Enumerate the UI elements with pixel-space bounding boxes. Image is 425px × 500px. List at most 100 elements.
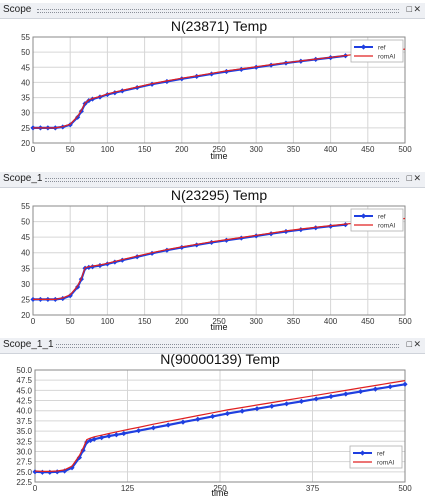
y-tick-label: 50.0	[16, 366, 32, 375]
y-tick-label: 35	[21, 94, 30, 103]
x-tick-label: 100	[101, 145, 115, 154]
legend-label: ref	[378, 44, 386, 51]
x-tick-label: 50	[66, 317, 75, 326]
chart-title: N(90000139) Temp	[160, 351, 280, 367]
legend-label: ref	[377, 450, 385, 457]
restore-icon[interactable]: □	[406, 4, 412, 14]
restore-icon[interactable]: □	[406, 173, 412, 183]
close-icon[interactable]: ✕	[413, 173, 421, 183]
legend: ref romAI	[349, 445, 403, 469]
x-tick-label: 150	[138, 145, 152, 154]
data-point-ref	[75, 114, 81, 120]
y-tick-label: 37.5	[16, 417, 32, 426]
data-point-ref	[298, 227, 304, 233]
close-icon[interactable]: ✕	[413, 339, 421, 349]
y-tick-label: 45	[21, 233, 30, 242]
y-tick-label: 40	[21, 78, 30, 87]
x-tick-label: 350	[287, 145, 301, 154]
titlebar-grip[interactable]	[56, 344, 399, 348]
series-line-romAI	[33, 217, 406, 301]
x-tick-label: 350	[287, 317, 301, 326]
close-icon[interactable]: ✕	[413, 4, 421, 14]
data-point-ref	[224, 410, 230, 417]
scope-panel-1: Scope □ ✕ N(23871) Temp 0 50 100 150 200 250 30…	[0, 3, 425, 161]
y-tick-label: 25.0	[16, 468, 32, 477]
scope-window-title: Scope_1_1	[3, 339, 54, 350]
y-tick-label: 55	[21, 202, 30, 211]
x-tick-label: 300	[250, 317, 264, 326]
x-axis-label: time	[210, 322, 227, 332]
data-point-ref	[254, 406, 260, 412]
y-tick-label: 45	[21, 63, 30, 72]
legend: ref romAI	[350, 39, 404, 63]
y-tick-label: 47.5	[16, 376, 32, 385]
scope-panel-2: Scope_1 □ ✕ N(23295) Temp 0 50 100 150 200 250…	[0, 172, 425, 332]
data-point-ref	[284, 401, 290, 407]
legend-marker-ref	[359, 450, 366, 456]
y-tick-label: 35	[21, 264, 30, 273]
series-line-ref	[34, 383, 406, 474]
y-tick-label: 40	[21, 249, 30, 258]
x-tick-label: 0	[31, 145, 36, 154]
x-tick-label: 150	[138, 317, 152, 326]
y-tick-label: 40.0	[16, 407, 32, 416]
x-tick-label: 50	[66, 145, 75, 154]
titlebar-grip[interactable]	[37, 9, 399, 13]
x-tick-label: 500	[398, 484, 412, 493]
data-point-ref	[39, 469, 45, 475]
x-tick-label: 400	[324, 317, 338, 326]
y-tick-label: 22.5	[16, 478, 32, 487]
legend-label: romAI	[378, 222, 396, 229]
y-tick-label: 25	[21, 124, 30, 133]
x-tick-label: 200	[175, 317, 189, 326]
data-point-ref	[387, 384, 393, 390]
data-point-ref	[194, 242, 200, 248]
x-axis-label: time	[210, 151, 227, 161]
y-tick-label: 30	[21, 109, 30, 118]
plot-border	[32, 205, 406, 316]
scope-window-titlebar[interactable]: Scope □ ✕	[0, 3, 425, 19]
legend-label: romAI	[377, 459, 395, 466]
y-tick-label: 20	[21, 139, 30, 148]
data-point-ref	[268, 231, 274, 237]
legend-label: ref	[378, 213, 386, 220]
x-tick-label: 400	[324, 145, 338, 154]
data-point-ref	[372, 386, 378, 392]
x-tick-label: 0	[31, 317, 36, 326]
scope-window-titlebar[interactable]: Scope_1 □ ✕	[0, 172, 425, 188]
x-tick-label: 125	[121, 484, 135, 493]
x-tick-label: 250	[212, 317, 226, 326]
y-tick-label: 25	[21, 295, 30, 304]
series-line-romAI	[34, 380, 406, 473]
restore-icon[interactable]: □	[406, 339, 412, 349]
y-tick-label: 27.5	[16, 458, 32, 467]
data-point-ref	[328, 393, 334, 400]
chart-1: N(23871) Temp 0 50 100 150 200 250 300 350 400 450…	[21, 18, 412, 161]
data-point-ref	[358, 388, 364, 395]
data-point-ref	[47, 469, 53, 475]
data-point-ref	[106, 433, 112, 439]
y-tick-label: 35.0	[16, 427, 32, 436]
y-tick-label: 55	[21, 33, 30, 42]
x-tick-label: 250	[213, 484, 227, 493]
data-point-ref	[113, 432, 119, 438]
x-tick-label: 100	[101, 317, 115, 326]
scope-window-title: Scope	[3, 4, 32, 15]
plot-border	[32, 36, 406, 144]
y-tick-label: 20	[21, 311, 30, 320]
data-point-ref	[87, 437, 94, 444]
y-tick-label: 30.0	[16, 447, 32, 456]
y-tick-label: 30	[21, 280, 30, 289]
y-tick-label: 45.0	[16, 386, 32, 395]
chart-title: N(23295) Temp	[171, 187, 267, 203]
scope-panel-3: Scope_1_1 □ ✕ N(90000139) Temp 0 125 250 375…	[0, 338, 425, 498]
x-tick-label: 200	[175, 145, 189, 154]
data-point-ref	[328, 223, 334, 229]
y-tick-label: 50	[21, 218, 30, 227]
titlebar-grip[interactable]	[45, 178, 399, 182]
data-point-ref	[283, 228, 289, 235]
x-tick-label: 500	[398, 317, 412, 326]
scope-window-titlebar[interactable]: Scope_1_1 □ ✕	[0, 338, 425, 354]
x-axis-label: time	[211, 488, 228, 498]
data-point-ref	[149, 81, 155, 87]
